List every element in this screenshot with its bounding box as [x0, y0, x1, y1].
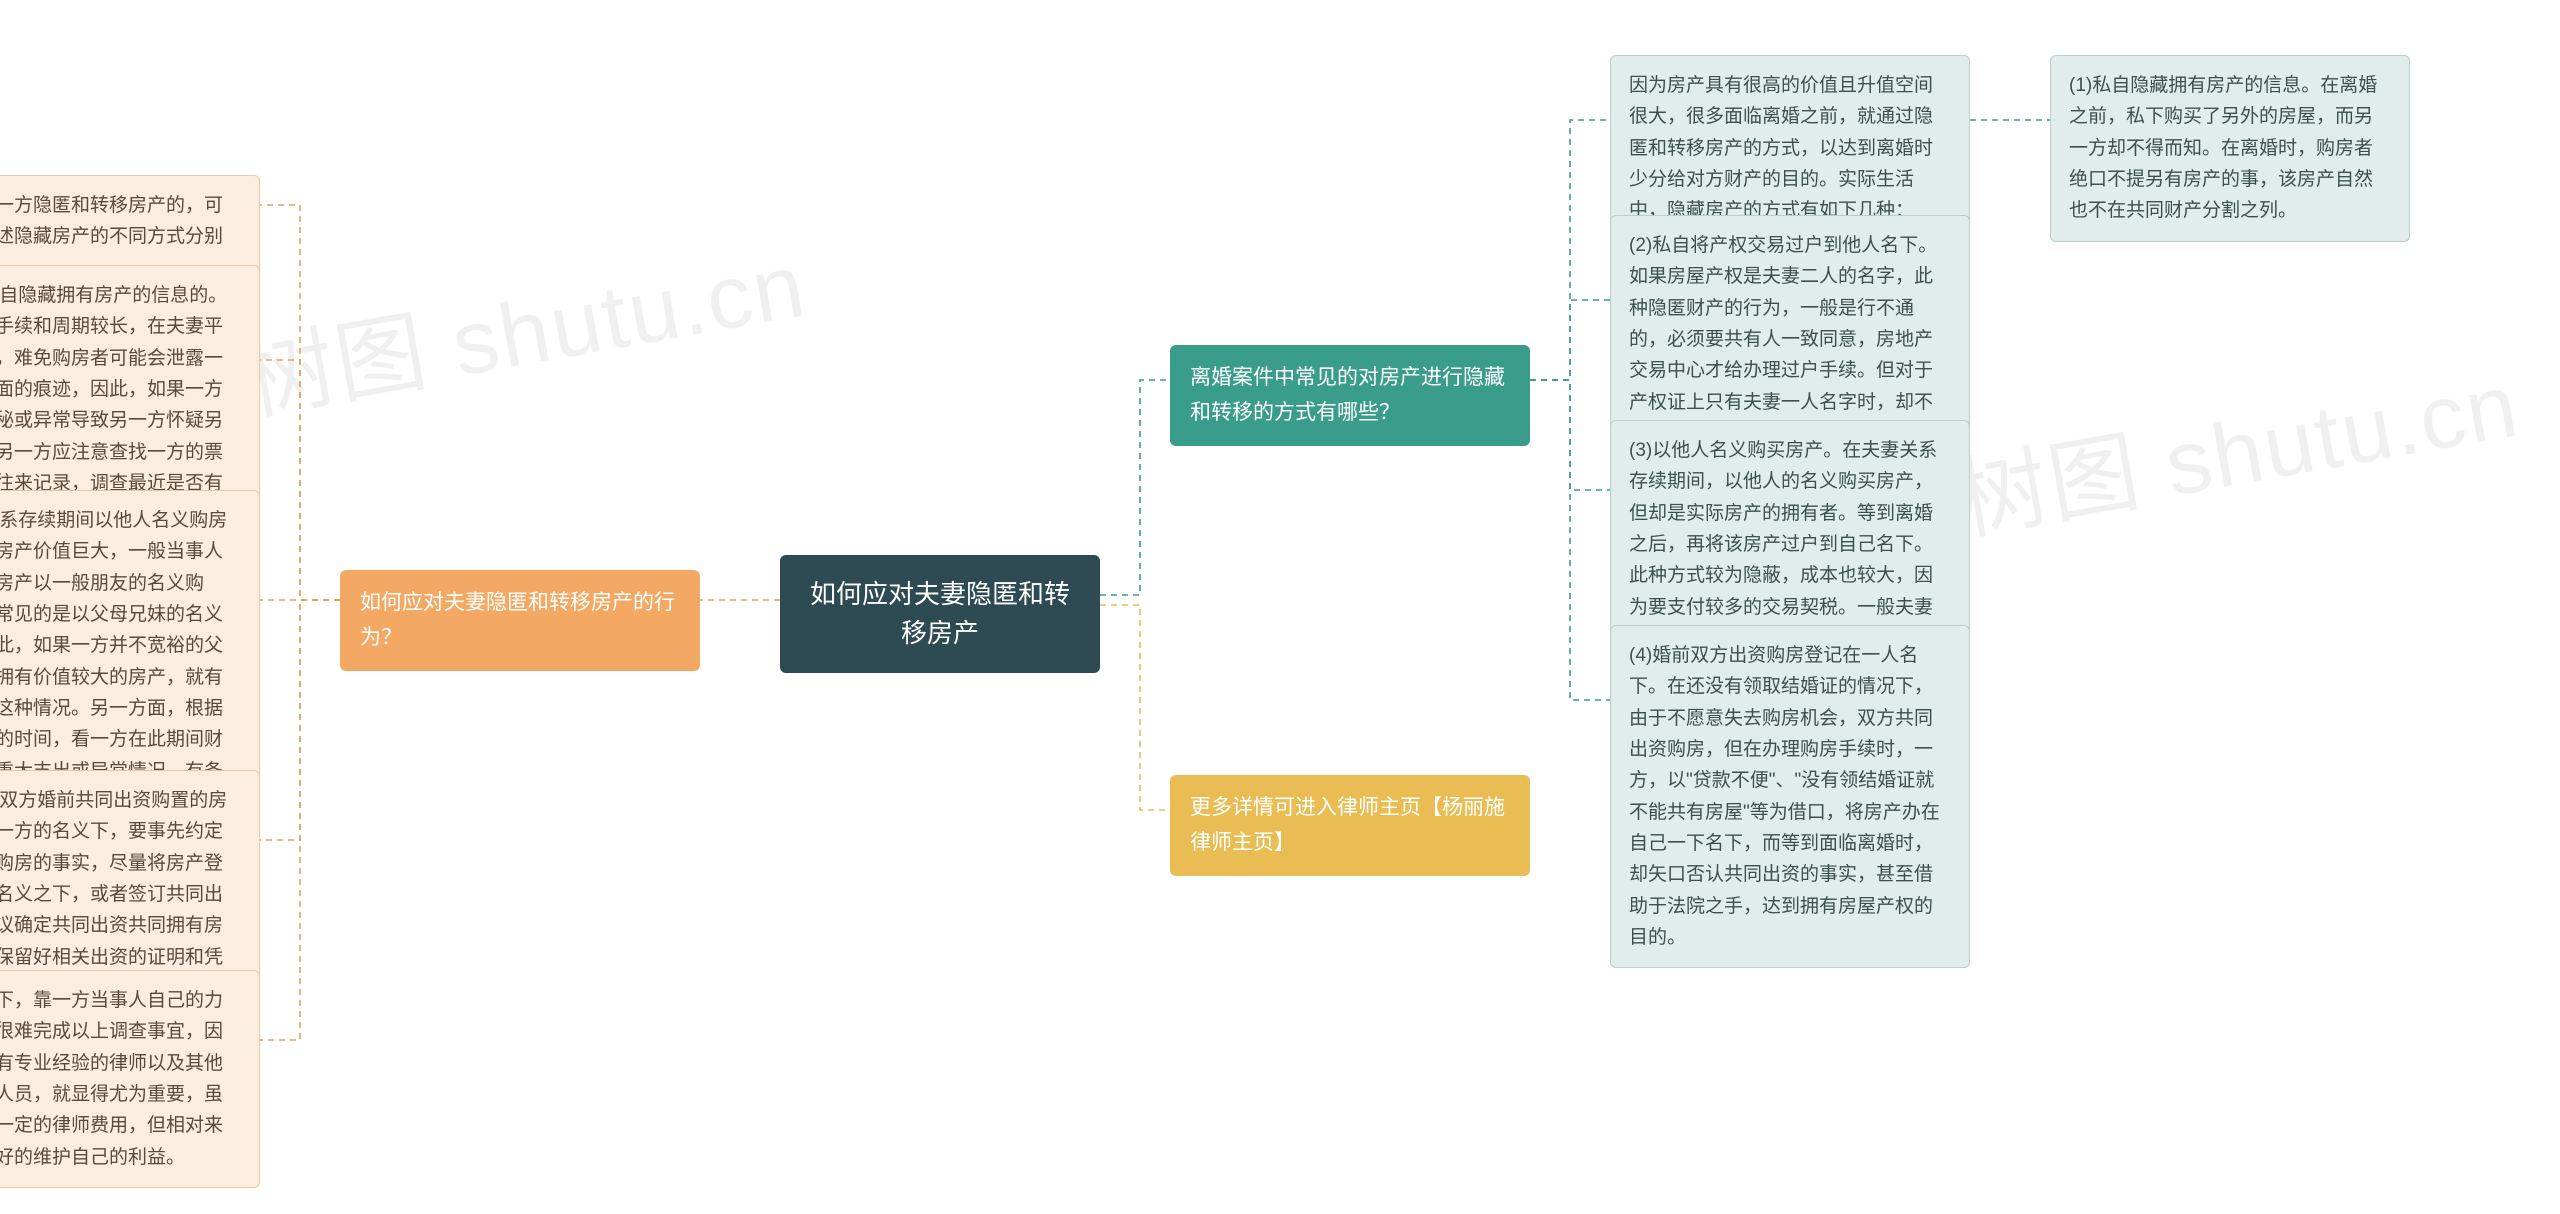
leaf-left-4: 一般情况下，靠一方当事人自己的力量和能力很难完成以上调查事宜，因此，聘请有专业经…	[0, 970, 260, 1188]
root-node: 如何应对夫妻隐匿和转移房产	[780, 555, 1100, 673]
watermark-1: 树图 shutu.cn	[233, 212, 814, 439]
leaf-r1-0-sub: (1)私自隐藏拥有房产的信息。在离婚之前，私下购买了另外的房屋，而另一方却不得而…	[2050, 55, 2410, 242]
watermark-2: 树图 shutu.cn	[1946, 332, 2527, 559]
leaf-r1-3: (4)婚前双方出资购房登记在一人名下。在还没有领取结婚证的情况下，由于不愿意失去…	[1610, 625, 1970, 968]
branch-right-1: 离婚案件中常见的对房产进行隐藏和转移的方式有哪些？	[1170, 345, 1530, 446]
leaf-r1-0: 因为房产具有很高的价值且升值空间很大，很多面临离婚之前，就通过隐匿和转移房产的方…	[1610, 55, 1970, 242]
branch-left: 如何应对夫妻隐匿和转移房产的行为？	[340, 570, 700, 671]
mindmap-canvas: 树图 shutu.cn 树图 shutu.cn 如何应对夫妻隐匿和转移房产 如何…	[0, 0, 2560, 1214]
branch-right-2: 更多详情可进入律师主页【杨丽施律师主页】	[1170, 775, 1530, 876]
